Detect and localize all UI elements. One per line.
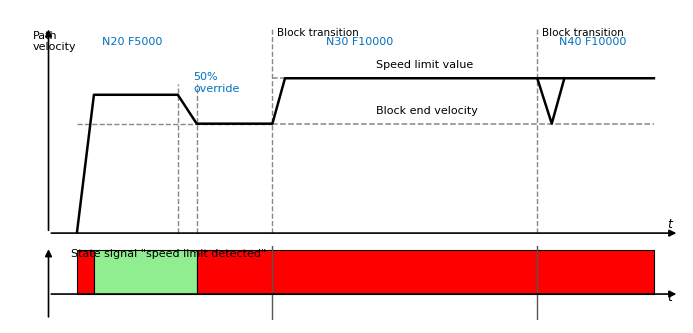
Text: Block transition: Block transition xyxy=(543,28,624,38)
Text: Block transition: Block transition xyxy=(277,28,359,38)
Text: t: t xyxy=(667,218,672,231)
Text: N20 F5000: N20 F5000 xyxy=(102,37,162,47)
Text: State signal "speed limit detected": State signal "speed limit detected" xyxy=(71,249,266,259)
Text: Path
velocity: Path velocity xyxy=(33,31,76,52)
Text: N30 F10000: N30 F10000 xyxy=(326,37,393,47)
Text: N40 F10000: N40 F10000 xyxy=(559,37,626,47)
Text: t: t xyxy=(667,291,672,304)
Text: Block end velocity: Block end velocity xyxy=(376,107,478,117)
Bar xyxy=(197,250,654,294)
Bar xyxy=(77,250,94,294)
Bar xyxy=(94,250,197,294)
Text: 50%
override: 50% override xyxy=(193,72,240,94)
Text: Speed limit value: Speed limit value xyxy=(376,60,474,70)
